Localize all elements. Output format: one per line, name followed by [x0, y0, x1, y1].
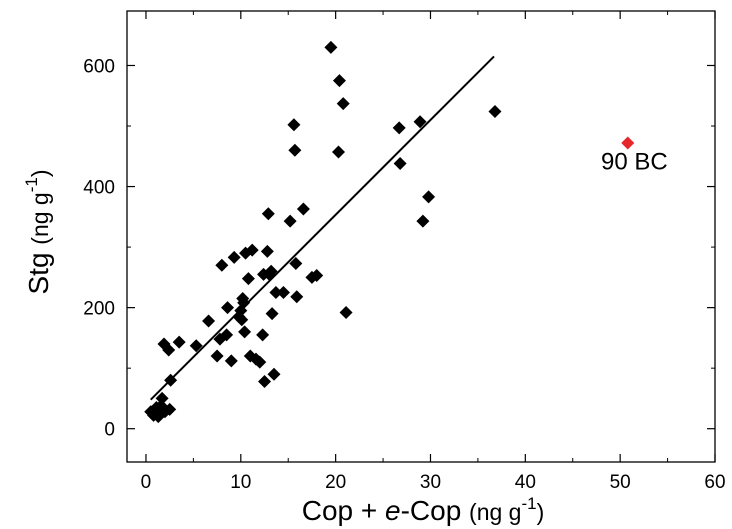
data-point: [339, 305, 353, 319]
data-point: [256, 328, 270, 342]
data-point: [288, 143, 302, 157]
regression-line-group: [150, 55, 495, 401]
data-point: [332, 74, 346, 88]
data-point: [245, 243, 259, 257]
data-point: [267, 367, 281, 381]
data-point: [215, 258, 229, 272]
data-point: [172, 335, 186, 349]
data-point: [488, 104, 502, 118]
data-point: [290, 290, 304, 304]
data-points: [144, 40, 635, 424]
data-point: [276, 285, 290, 299]
y-tick-label: 0: [104, 420, 115, 441]
data-point: [621, 136, 635, 150]
data-point: [162, 343, 176, 357]
data-point: [163, 402, 177, 416]
x-tick-label: 50: [610, 472, 631, 493]
data-point: [238, 325, 252, 339]
data-point: [202, 314, 216, 328]
data-point: [155, 391, 169, 405]
axes: [126, 10, 716, 463]
x-axis-title: Cop + e-Cop (ng g-1): [302, 494, 545, 526]
data-point: [331, 145, 345, 159]
data-point: [413, 115, 427, 129]
data-point: [224, 354, 238, 368]
data-point: [235, 313, 249, 327]
data-point: [416, 214, 430, 228]
data-point: [324, 40, 338, 54]
x-tick-label: 20: [325, 472, 346, 493]
data-point: [269, 285, 283, 299]
x-tick-label: 30: [420, 472, 441, 493]
data-point: [260, 244, 274, 258]
data-point: [221, 301, 235, 315]
y-axis-title: Stg (ng g-1): [22, 169, 54, 294]
data-point: [258, 374, 272, 388]
data-point: [283, 214, 297, 228]
x-tick-label: 40: [515, 472, 536, 493]
data-point: [265, 307, 279, 321]
data-point: [392, 121, 406, 135]
data-point: [241, 272, 255, 286]
data-point: [220, 328, 234, 342]
regression-line: [150, 55, 495, 401]
data-point: [296, 202, 310, 216]
annotations: 90 BC: [601, 149, 668, 176]
x-tick-label: 0: [141, 472, 152, 493]
y-tick-label: 200: [83, 299, 115, 320]
x-tick-label: 10: [230, 472, 251, 493]
data-point: [237, 296, 251, 310]
data-point: [253, 355, 267, 369]
data-point: [289, 256, 303, 270]
data-point: [336, 97, 350, 111]
data-point: [287, 118, 301, 132]
data-point: [310, 269, 324, 283]
data-point: [189, 339, 203, 353]
data-point: [422, 190, 436, 204]
data-point: [210, 349, 224, 363]
data-point: [393, 157, 407, 171]
annotation-label: 90 BC: [601, 149, 668, 176]
data-point: [227, 250, 241, 264]
plot-frame: [126, 10, 716, 463]
data-point: [261, 207, 275, 221]
y-tick-label: 600: [83, 56, 115, 77]
x-tick-label: 60: [704, 472, 725, 493]
y-tick-label: 400: [83, 178, 115, 199]
data-point: [264, 264, 278, 278]
